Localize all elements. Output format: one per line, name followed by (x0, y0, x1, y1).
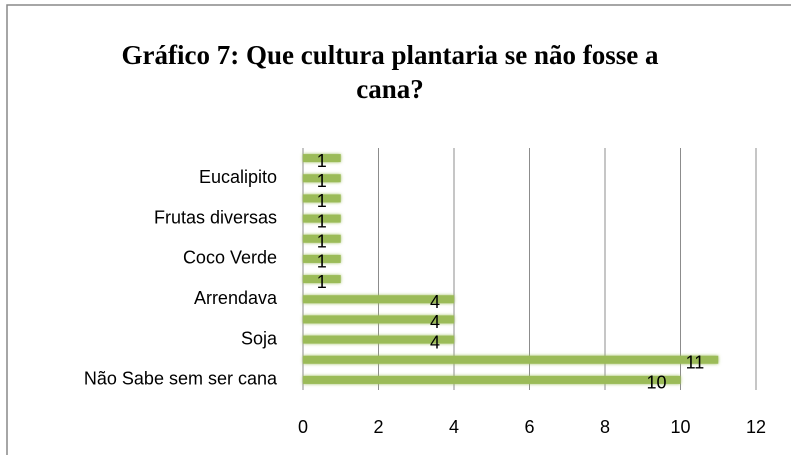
bar (303, 254, 341, 263)
y-tick-label: Não Sabe sem ser cana (84, 369, 278, 389)
data-label: 11 (686, 353, 705, 373)
y-tick-label: Soja (241, 328, 278, 348)
y-tick-label: Arrendava (194, 288, 278, 308)
x-tick-label: 4 (449, 417, 459, 437)
data-label: 10 (646, 373, 666, 393)
x-tick-label: 8 (600, 417, 610, 437)
x-tick-label: 10 (670, 417, 690, 437)
bar (303, 355, 719, 364)
bar (303, 234, 341, 243)
data-label: 1 (317, 151, 327, 171)
x-tick-label: 2 (373, 417, 383, 437)
y-tick-label: Coco Verde (183, 248, 277, 268)
bar (303, 174, 341, 183)
y-tick-label: Eucalipito (199, 167, 277, 187)
data-label: 4 (430, 292, 440, 312)
y-tick-label: Frutas diversas (154, 207, 277, 227)
data-label: 4 (430, 312, 440, 332)
border (6, 4, 791, 455)
data-label: 4 (430, 332, 440, 352)
bar (303, 214, 341, 223)
bar (303, 154, 341, 163)
data-label: 1 (317, 232, 327, 252)
bar (303, 315, 454, 324)
bar (303, 335, 454, 344)
data-label: 1 (317, 191, 327, 211)
bar (303, 275, 341, 284)
chart-title: Gráfico 7: Que cultura plantaria se não … (121, 40, 659, 104)
data-label: 1 (317, 252, 327, 272)
bar (303, 194, 341, 203)
x-tick-label: 0 (298, 417, 308, 437)
bar (303, 295, 454, 304)
data-label: 1 (317, 272, 327, 292)
x-tick-label: 12 (746, 417, 766, 437)
x-tick-label: 6 (524, 417, 534, 437)
bar (303, 375, 681, 384)
data-label: 1 (317, 211, 327, 231)
data-label: 1 (317, 171, 327, 191)
